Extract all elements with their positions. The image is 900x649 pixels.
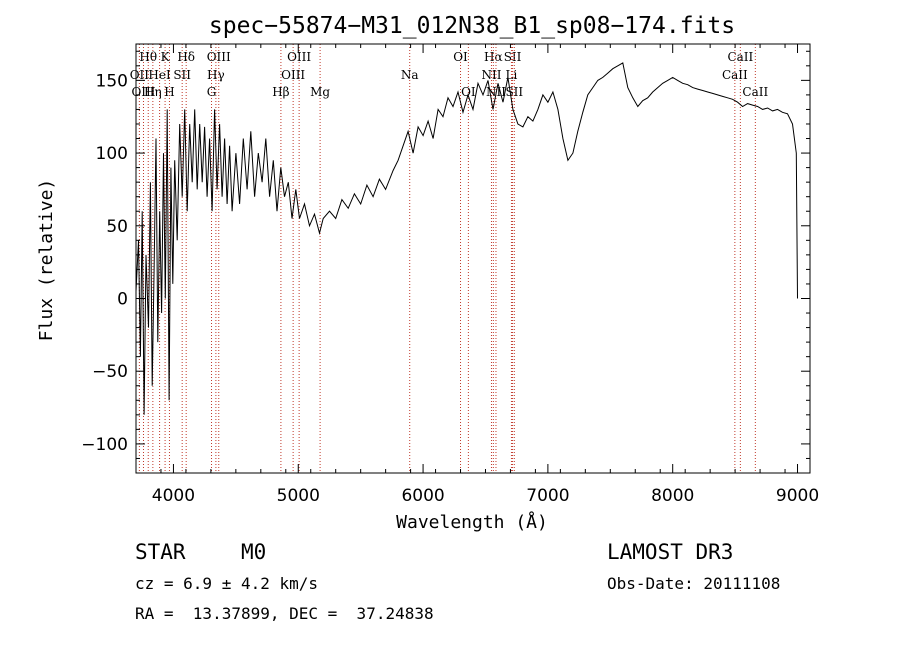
- x-tick-label-3: 7000: [526, 486, 569, 506]
- marker-label-27: CaII: [742, 85, 768, 99]
- x-axis-label: Wavelength (Å): [396, 511, 548, 533]
- marker-label-6: H: [164, 85, 174, 99]
- marker-label-19: Hα: [484, 50, 503, 64]
- x-tick-label-2: 6000: [401, 486, 444, 506]
- marker-label-7: Hδ: [177, 50, 195, 64]
- x-tick-label-0: 4000: [152, 486, 195, 506]
- y-tick-label-4: 100: [96, 144, 128, 164]
- marker-label-26: CaII: [722, 68, 748, 82]
- marker-label-0: Hθ: [139, 50, 157, 64]
- marker-label-4: K: [161, 50, 171, 64]
- y-tick-label-2: 0: [117, 289, 128, 309]
- y-tick-label-0: −100: [81, 435, 128, 455]
- marker-label-25: CaII: [727, 50, 753, 64]
- object-class: STAR: [135, 540, 186, 564]
- marker-label-15: Mg: [310, 85, 330, 99]
- marker-label-12: Hβ: [272, 85, 289, 99]
- obs-date: Obs-Date: 20111108: [607, 574, 781, 593]
- subclass: M0: [241, 540, 267, 564]
- marker-label-14: OIII: [281, 68, 305, 82]
- series-line-0: [135, 62, 798, 415]
- y-tick-label-5: 150: [96, 71, 128, 91]
- marker-label-18: OI: [461, 85, 476, 99]
- x-axis: 4000 5000 6000 7000 8000 9000: [135, 44, 819, 506]
- coordinates: RA = 13.37899, DEC = 37.24838: [135, 604, 434, 623]
- marker-label-1: OII: [130, 68, 150, 82]
- series-group: [135, 62, 798, 415]
- y-tick-label-3: 50: [106, 217, 128, 237]
- marker-label-23: Li: [506, 68, 518, 82]
- spectrum-chart: spec−55874−M31_012N38_B1_sp08−174.fits H…: [36, 13, 819, 533]
- x-tick-label-1: 5000: [277, 486, 320, 506]
- plot-frame: [135, 43, 811, 474]
- y-axis-label: Flux (relative): [36, 179, 57, 342]
- x-tick-label-4: 8000: [651, 486, 694, 506]
- marker-label-17: OI: [453, 50, 468, 64]
- marker-label-5: HeI: [148, 68, 171, 82]
- marker-label-11: G: [207, 85, 217, 99]
- marker-label-13: OIII: [287, 50, 311, 64]
- redshift-info: cz = 6.9 ± 4.2 km/s: [135, 574, 319, 593]
- chart-title: spec−55874−M31_012N38_B1_sp08−174.fits: [209, 13, 735, 39]
- survey-name: LAMOST DR3: [607, 540, 734, 564]
- marker-label-9: OIII: [207, 50, 231, 64]
- marker-label-16: Na: [401, 68, 419, 82]
- marker-label-20: NII: [481, 68, 501, 82]
- y-tick-label-1: −50: [92, 362, 128, 382]
- y-axis: −100 −50 0 50 100 150: [81, 50, 810, 459]
- marker-label-10: Hγ: [207, 68, 225, 82]
- marker-label-2: OIII: [131, 85, 155, 99]
- marker-label-24: SII: [505, 85, 523, 99]
- marker-label-22: SII: [504, 50, 522, 64]
- x-tick-label-5: 9000: [776, 486, 819, 506]
- marker-label-3: Hη: [144, 85, 162, 99]
- marker-label-8: SII: [173, 68, 191, 82]
